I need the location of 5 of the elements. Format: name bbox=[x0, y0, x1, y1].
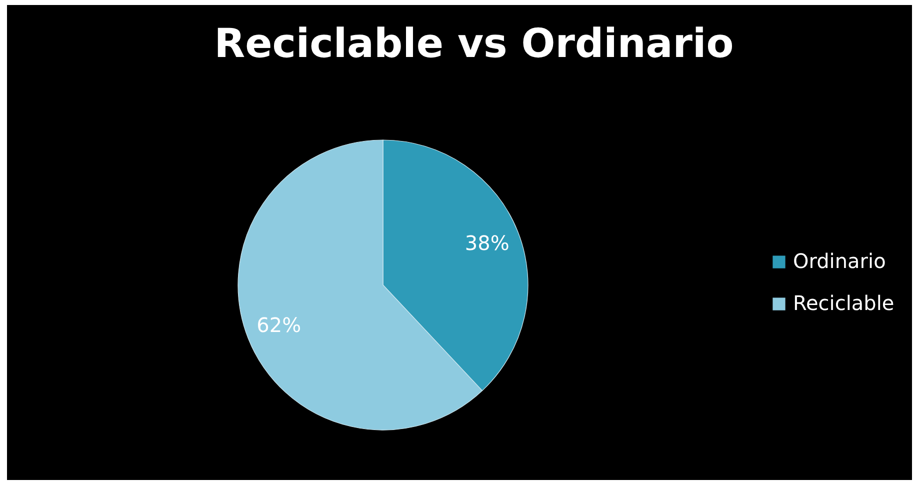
data-label: 62% bbox=[256, 313, 302, 338]
chart-title: Reciclable vs Ordinario bbox=[214, 21, 734, 67]
data-label: 38% bbox=[464, 230, 510, 255]
legend-label: Reciclable bbox=[793, 291, 894, 315]
legend-label: Ordinario bbox=[793, 249, 886, 273]
